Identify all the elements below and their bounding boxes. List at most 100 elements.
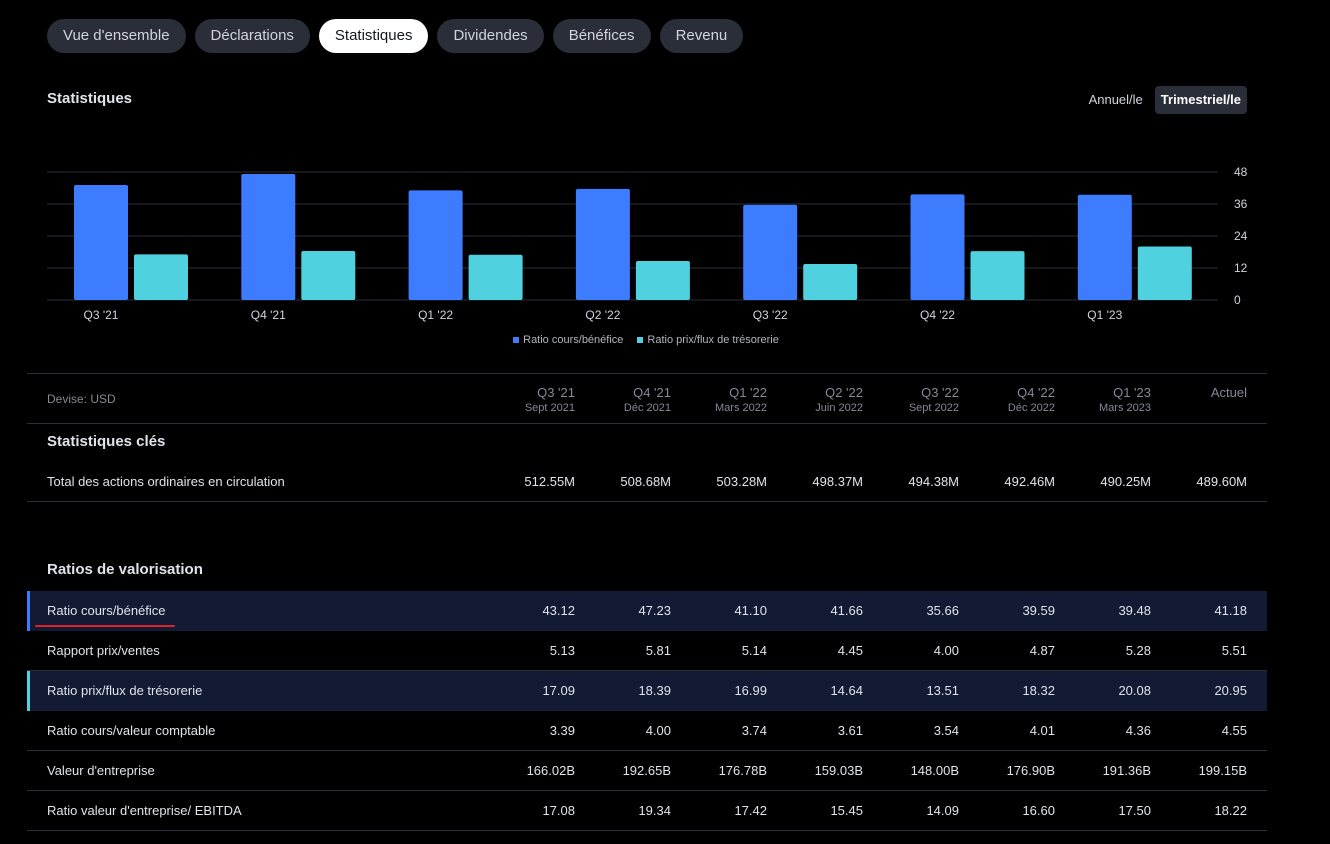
bar-pe-0[interactable] — [74, 185, 128, 300]
table-cell: 39.59 — [1022, 603, 1055, 618]
table-cell: 13.51 — [926, 683, 959, 698]
bar-pcf-6[interactable] — [1137, 246, 1192, 300]
group-title: Ratios de valorisation — [47, 561, 203, 578]
table-row[interactable]: Ratio cours/bénéfice 43.12 47.23 41.10 41.66… — [27, 591, 1267, 631]
x-category-label: Q3 '22 — [753, 308, 788, 322]
table-cell: 494.38M — [908, 474, 959, 489]
table-cell: 503.28M — [716, 474, 767, 489]
column-header: Q3 '22 Sept 2022 — [869, 385, 959, 415]
table-cell: 47.23 — [638, 603, 671, 618]
legend-swatch-pe — [513, 337, 520, 343]
statistics-bar-chart: 0 12 24 36 48 Q3 '21 Q4 '21 Q1 '22 Q2 '22 Q3 '22 Q… — [47, 165, 1248, 322]
quarterly-toggle-button[interactable]: Trimestriel/le — [1154, 86, 1247, 114]
column-quarter: Actuel — [1210, 385, 1247, 400]
statistics-table: Devise: USD Q3 '21 Sept 2021 Q4 '21 Déc 202… — [27, 373, 1267, 831]
legend-swatch-pcf — [637, 337, 644, 343]
row-label: Rapport prix/ventes — [47, 643, 160, 658]
table-cell: 192.65B — [622, 763, 671, 778]
table-cell: 4.45 — [837, 643, 863, 658]
table-cell: 3.74 — [741, 723, 767, 738]
table-row[interactable]: Rapport prix/ventes 5.13 5.81 5.14 4.45 4.00 4… — [27, 631, 1267, 671]
table-cell: 16.99 — [734, 683, 767, 698]
currency-label: Devise: USD — [47, 392, 116, 406]
bar-pcf-4[interactable] — [803, 263, 858, 300]
table-cell: 4.01 — [1029, 723, 1055, 738]
column-header: Q4 '22 Déc 2022 — [965, 385, 1055, 415]
tab-déclarations[interactable]: Déclarations — [194, 19, 310, 53]
column-header: Q1 '23 Mars 2023 — [1061, 385, 1151, 415]
column-quarter: Q1 '23 — [1113, 385, 1151, 400]
table-cell: 16.60 — [1022, 803, 1055, 818]
table-cell: 191.36B — [1102, 763, 1151, 778]
table-cell: 41.66 — [830, 603, 863, 618]
table-row[interactable]: Ratio valeur d'entreprise/ EBITDA 17.08 19… — [27, 791, 1267, 831]
column-date: Déc 2021 — [623, 402, 671, 414]
tab-bénéfices[interactable]: Bénéfices — [552, 19, 651, 53]
table-cell: 17.42 — [734, 803, 767, 818]
tab-bar: Vue d'ensemble Déclarations Statistiques Di… — [47, 19, 744, 53]
x-category-label: Q4 '22 — [920, 308, 955, 322]
page-title: Statistiques — [47, 90, 133, 107]
table-cell: 489.60M — [1196, 474, 1247, 489]
table-row[interactable]: Total des actions ordinaires en circulat… — [27, 462, 1267, 502]
bar-pe-6[interactable] — [1077, 194, 1132, 300]
table-cell: 3.39 — [549, 723, 575, 738]
table-row[interactable]: Ratio prix/flux de trésorerie 17.09 18.39 1… — [27, 671, 1267, 711]
bar-pcf-5[interactable] — [970, 251, 1025, 300]
column-quarter: Q4 '21 — [633, 385, 671, 400]
annual-toggle-button[interactable]: Annuel/le — [1088, 92, 1143, 107]
table-cell: 19.34 — [638, 803, 671, 818]
table-cell: 43.12 — [542, 603, 575, 618]
table-cell: 35.66 — [926, 603, 959, 618]
tab-vue-d-ensemble[interactable]: Vue d'ensemble — [47, 19, 186, 53]
column-date: Déc 2022 — [1007, 402, 1055, 414]
column-date: Juin 2022 — [815, 402, 863, 414]
bar-pe-4[interactable] — [743, 204, 798, 300]
table-cell: 18.39 — [638, 683, 671, 698]
table-row[interactable]: Ratio cours/valeur comptable 3.39 4.00 3.74… — [27, 711, 1267, 751]
y-tick-label: 36 — [1234, 197, 1248, 211]
row-label: Ratio valeur d'entreprise/ EBITDA — [47, 803, 242, 818]
table-cell: 492.46M — [1004, 474, 1055, 489]
legend-item-pe[interactable]: Ratio cours/bénéfice — [513, 334, 623, 346]
series-marker — [27, 591, 30, 631]
bar-pe-2[interactable] — [408, 190, 463, 300]
table-cell: 20.08 — [1118, 683, 1151, 698]
tab-revenu[interactable]: Revenu — [659, 19, 744, 53]
legend-item-pcf[interactable]: Ratio prix/flux de trésorerie — [637, 334, 779, 346]
table-row[interactable]: Valeur d'entreprise 166.02B 192.65B 176.78B… — [27, 751, 1267, 791]
column-header: Q1 '22 Mars 2022 — [677, 385, 767, 415]
table-cell: 4.00 — [933, 643, 959, 658]
table-cell: 508.68M — [620, 474, 671, 489]
table-cell: 41.18 — [1214, 603, 1247, 618]
bar-pcf-3[interactable] — [635, 260, 690, 300]
bar-pcf-2[interactable] — [468, 254, 523, 300]
table-cell: 5.28 — [1125, 643, 1151, 658]
column-header: Q3 '21 Sept 2021 — [485, 385, 575, 415]
row-label: Ratio cours/valeur comptable — [47, 723, 216, 738]
tab-dividendes[interactable]: Dividendes — [437, 19, 544, 53]
column-date: Mars 2022 — [715, 402, 767, 414]
y-tick-label: 0 — [1234, 293, 1241, 307]
group-title: Statistiques clés — [47, 433, 166, 450]
table-cell: 4.36 — [1125, 723, 1151, 738]
x-category-label: Q1 '23 — [1087, 308, 1122, 322]
bar-pe-5[interactable] — [910, 194, 965, 300]
column-date: Sept 2022 — [908, 402, 959, 414]
y-tick-label: 12 — [1234, 261, 1248, 275]
column-quarter: Q1 '22 — [729, 385, 767, 400]
bar-pcf-1[interactable] — [301, 250, 356, 300]
table-cell: 512.55M — [524, 474, 575, 489]
table-cell: 17.09 — [542, 683, 575, 698]
table-cell: 148.00B — [910, 763, 959, 778]
bar-pe-3[interactable] — [575, 188, 630, 300]
table-cell: 17.50 — [1118, 803, 1151, 818]
table-cell: 39.48 — [1118, 603, 1151, 618]
column-quarter: Q3 '22 — [921, 385, 959, 400]
x-category-label: Q3 '21 — [84, 308, 119, 322]
tab-statistiques[interactable]: Statistiques — [318, 19, 429, 53]
bar-pe-1[interactable] — [241, 174, 296, 300]
bar-pcf-0[interactable] — [134, 254, 188, 300]
table-cell: 5.14 — [741, 643, 767, 658]
table-cell: 176.90B — [1006, 763, 1055, 778]
